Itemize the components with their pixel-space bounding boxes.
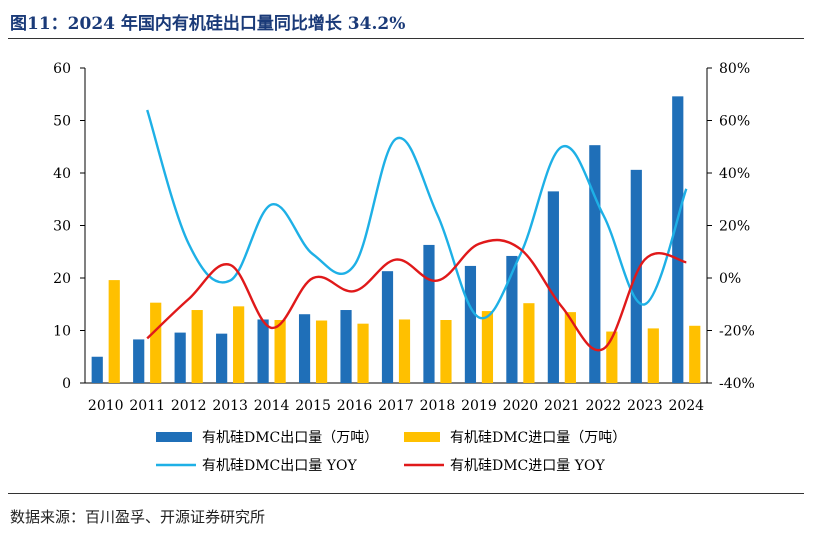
legend-export-yoy-label: 有机硅DMC出口量 YOY [202,458,357,474]
right-tick-label: 20% [719,219,750,235]
export-bar [547,191,559,383]
chart-axes: 0 10 20 30 40 50 60 -40% -20% 0% 20% 40% 60% 80% 2010 2… [53,61,755,414]
import-bar [564,312,576,383]
x-tick-label: 2024 [668,398,704,414]
right-tick-label: 40% [719,166,750,182]
import-bar [315,320,328,383]
import-bar [274,320,286,383]
left-tick-label: 0 [62,376,71,392]
x-tick-label: 2013 [212,398,248,414]
right-tick-label: -40% [719,376,755,392]
right-tick-label: 80% [719,61,750,77]
x-tick-label: 2011 [129,398,165,414]
left-tick-label: 50 [53,114,71,130]
export-bar [464,265,477,383]
left-tick-label: 30 [53,219,71,235]
chart-legend: 有机硅DMC出口量（万吨） 有机硅DMC进口量（万吨） 有机硅DMC出口量 YOY 有… [156,430,626,474]
x-tick-label: 2010 [88,398,124,414]
export-bar [133,339,145,383]
legend-import-bar-label: 有机硅DMC进口量（万吨） [450,430,626,446]
legend-export-bar-swatch [156,432,192,442]
bottom-rule [8,493,804,494]
import-bar [523,303,535,383]
legend-import-bar-swatch [404,432,440,442]
import-bar [606,331,618,383]
x-tick-label: 2018 [420,398,456,414]
left-tick-label: 10 [53,324,71,340]
left-tick-label: 20 [53,271,71,287]
import-bar [481,311,494,383]
line-series [146,109,688,352]
chart-title: 图11：2024 年国内有机硅出口量同比增长 34.2% [10,14,406,34]
export-bar [381,271,394,383]
x-tick-label: 2015 [295,398,331,414]
export-bar [423,244,435,383]
x-tick-label: 2016 [337,398,373,414]
legend-export-bar-label: 有机硅DMC出口量（万吨） [202,430,378,446]
right-tick-label: 60% [719,114,750,130]
import-bar [398,319,411,383]
import-bar [191,310,203,383]
bar-series [91,96,701,383]
left-tick-label: 60 [53,61,71,77]
x-tick-label: 2022 [586,398,622,414]
x-tick-label: 2012 [171,398,207,414]
import-yoy-line [146,238,687,352]
legend-import-yoy-label: 有机硅DMC进口量 YOY [450,458,605,474]
import-bar [108,280,120,383]
export-bar [340,310,352,383]
x-tick-label: 2014 [254,398,290,414]
x-tick-label: 2019 [461,398,497,414]
import-bar [233,306,245,383]
top-rule [8,38,804,39]
import-bar [357,323,369,383]
import-bar [150,302,162,383]
export-bar [216,333,228,383]
import-bar [689,325,701,383]
export-bar [91,356,103,383]
right-tick-label: -20% [719,324,755,340]
import-bar [440,320,452,383]
x-tick-label: 2021 [544,398,580,414]
export-yoy-line [146,109,688,320]
export-bar [257,319,269,383]
import-bar [647,328,659,383]
export-bar [589,145,601,383]
export-bar [506,255,518,383]
x-tick-label: 2020 [503,398,539,414]
right-tick-label: 0% [719,271,741,287]
left-tick-label: 40 [53,166,71,182]
export-bar [298,314,311,383]
x-tick-label: 2017 [378,398,414,414]
source-note: 数据来源：百川盈孚、开源证券研究所 [10,508,266,526]
export-bar [672,96,684,383]
x-tick-label: 2023 [627,398,663,414]
export-bar [174,332,186,383]
